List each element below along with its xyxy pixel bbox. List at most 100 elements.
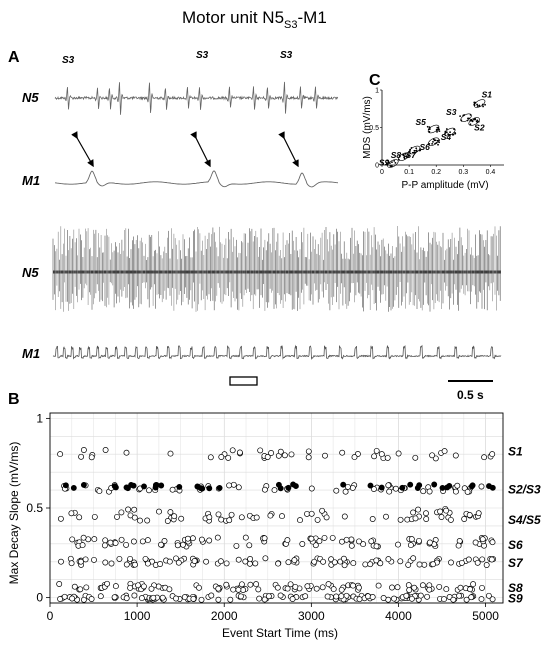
panel-b-point xyxy=(206,514,213,521)
panel-b-point xyxy=(215,585,222,592)
panel-b-point xyxy=(408,536,415,543)
panel-b-point xyxy=(132,561,138,568)
panel-b-point xyxy=(238,514,245,521)
panel-b-point xyxy=(328,556,335,563)
panel-b-point xyxy=(417,592,424,599)
panel-b-point xyxy=(127,555,134,562)
panel-b-point xyxy=(57,451,64,458)
panel-b-point xyxy=(391,595,397,602)
panel-b-point xyxy=(323,514,330,521)
m1-short-trace xyxy=(54,170,339,188)
panel-b-point xyxy=(235,586,242,593)
panel-b-point xyxy=(265,593,272,600)
panel-b-point xyxy=(437,508,444,515)
panel-b-point xyxy=(275,481,282,488)
panel-b-point xyxy=(180,541,186,548)
panel-b-point xyxy=(253,581,260,588)
panel-b-point xyxy=(175,559,182,566)
panel-a-letter: A xyxy=(8,49,20,66)
n5-long-trace xyxy=(52,226,501,312)
panel-b-point xyxy=(383,513,389,520)
panel-c-point xyxy=(477,120,480,123)
panel-b-point xyxy=(420,488,427,495)
panel-b-point xyxy=(135,582,142,589)
panel-c-point xyxy=(476,103,479,106)
panel-b-y-tick-label: 0 xyxy=(36,591,43,605)
panel-b-ylabel: Max Decay Slope (mV/ms) xyxy=(7,442,21,585)
panel-c-cluster-label: S6 xyxy=(420,142,431,152)
panel-b-point xyxy=(330,586,337,593)
panel-b-point xyxy=(68,510,75,517)
panel-b-point xyxy=(216,484,223,491)
panel-b-point xyxy=(373,543,380,550)
panel-b-point xyxy=(164,518,171,524)
panel-b-point xyxy=(325,581,332,588)
panel-b-point xyxy=(173,555,179,562)
link-arrow-3 xyxy=(278,131,299,168)
panel-b-point xyxy=(91,513,98,520)
panel-b-point xyxy=(261,596,268,603)
panel-b-point xyxy=(69,536,76,543)
panel-b-point xyxy=(238,581,245,588)
panel-c-cluster-label: S7 xyxy=(406,150,418,160)
panel-b-point xyxy=(489,596,496,603)
panel-b-point xyxy=(190,595,197,602)
panel-b-point xyxy=(412,515,419,522)
panel-b-point xyxy=(218,454,225,460)
panel-c-cluster-label: S2 xyxy=(474,123,485,133)
panel-c-point xyxy=(481,103,484,106)
panel-b-point xyxy=(415,506,422,513)
panel-c-cluster-ellipse xyxy=(408,145,421,155)
panel-c-y-tick-label: 1 xyxy=(375,88,379,95)
panel-b-point xyxy=(112,540,119,546)
panel-b-point xyxy=(452,488,459,495)
panel-b-point xyxy=(367,482,374,489)
panel-c-point xyxy=(478,104,481,107)
panel-b-point xyxy=(227,596,234,603)
panel-b-point xyxy=(458,559,465,566)
panel-b-point xyxy=(321,534,328,541)
panel-b-point xyxy=(447,516,454,523)
panel-b-point xyxy=(416,537,422,544)
panel-c-x-tick-label: 0 xyxy=(380,169,384,176)
panel-b-point xyxy=(423,510,429,517)
panel-b-xlabel: Event Start Time (ms) xyxy=(222,626,338,640)
panel-b-point xyxy=(478,596,485,603)
panel-b-point xyxy=(452,452,459,459)
panel-b-series-label: S4/S5 xyxy=(508,513,541,527)
panel-b-point xyxy=(247,556,254,562)
panel-c-point xyxy=(415,149,418,152)
panel-c-point xyxy=(426,125,429,128)
panel-b-point xyxy=(150,594,157,601)
panel-b-x-tick-label: 2000 xyxy=(211,609,238,623)
n5-short-trace xyxy=(54,81,339,115)
panel-b-point xyxy=(252,560,259,567)
panel-b-point xyxy=(386,488,393,495)
panel-b-point xyxy=(456,592,463,599)
panel-c-point xyxy=(397,158,400,161)
panel-b-point xyxy=(285,559,292,566)
panel-c-point xyxy=(449,131,451,134)
panel-c-point xyxy=(484,103,486,106)
panel-c-point xyxy=(438,130,441,132)
panel-b-point xyxy=(102,559,109,566)
panel-b-point xyxy=(436,583,443,590)
panel-c-point xyxy=(418,149,421,152)
panel-b-point xyxy=(423,516,430,522)
panel-b-point xyxy=(141,483,147,490)
panel-c-point xyxy=(451,133,454,136)
panel-b-point xyxy=(478,483,485,490)
panel-b-point xyxy=(340,481,347,488)
panel-b-point xyxy=(246,560,253,567)
panel-b-point xyxy=(61,593,68,600)
panel-b-point xyxy=(156,508,162,515)
panel-c-point xyxy=(428,126,431,129)
panel-b-point xyxy=(344,483,351,490)
panel-b-point xyxy=(137,517,143,524)
panel-b-point xyxy=(257,447,264,454)
panel-b-point xyxy=(292,483,299,490)
panel-b-series-label: S9 xyxy=(508,592,523,606)
panel-b-point xyxy=(356,538,362,545)
panel-c-point xyxy=(394,161,397,164)
